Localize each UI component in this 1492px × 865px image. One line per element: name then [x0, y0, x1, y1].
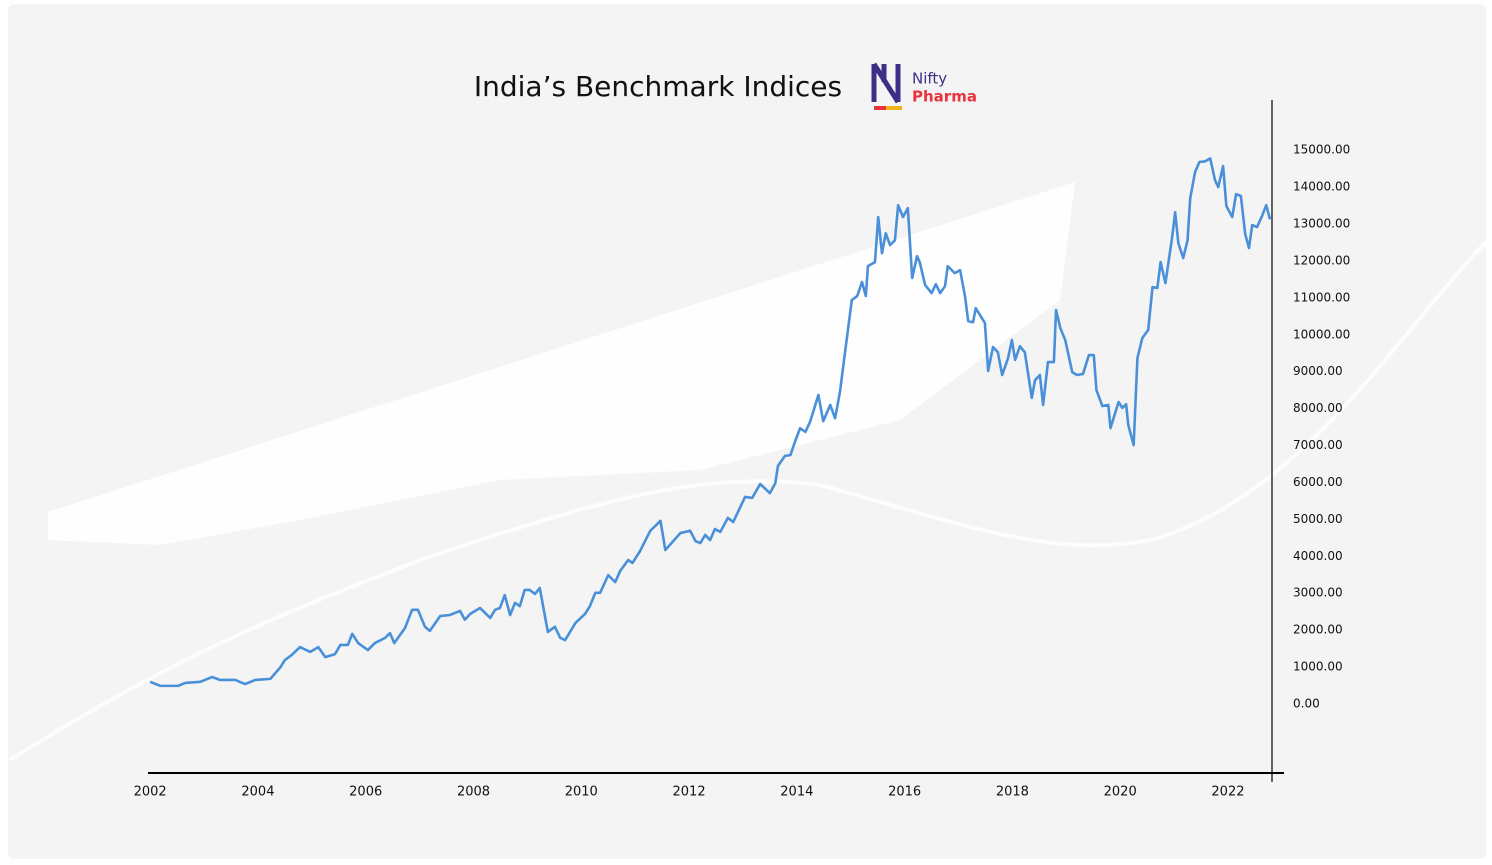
logo-bar	[874, 106, 886, 110]
x-tick-label: 2004	[241, 785, 274, 800]
y-tick-label: 10000.00	[1293, 327, 1350, 341]
y-tick-label: 12000.00	[1293, 253, 1350, 267]
y-tick-label: 2000.00	[1293, 623, 1343, 637]
y-tick-label: 15000.00	[1293, 143, 1350, 157]
logo-text: Pharma	[912, 88, 977, 106]
x-tick-label: 2016	[888, 785, 921, 800]
y-tick-label: 13000.00	[1293, 217, 1350, 231]
x-tick-label: 2018	[996, 785, 1029, 800]
y-tick-label: 4000.00	[1293, 549, 1343, 563]
y-tick-label: 0.00	[1293, 696, 1320, 710]
y-tick-label: 3000.00	[1293, 586, 1343, 600]
x-tick-label: 2010	[565, 785, 598, 800]
y-tick-label: 1000.00	[1293, 660, 1343, 674]
background-art	[8, 238, 1490, 762]
y-tick-label: 11000.00	[1293, 290, 1350, 304]
x-tick-label: 2008	[457, 785, 490, 800]
x-tick-label: 2020	[1104, 785, 1137, 800]
data-line	[149, 157, 1272, 688]
logo-text: Nifty	[912, 70, 947, 88]
x-tick-label: 2014	[780, 785, 813, 800]
logo: Nifty Pharma	[871, 62, 977, 110]
y-tick-label: 8000.00	[1293, 401, 1343, 415]
background-art	[48, 182, 1075, 545]
y-tick-label: 14000.00	[1293, 180, 1350, 194]
y-tick-label: 6000.00	[1293, 475, 1343, 489]
logo-icon	[871, 62, 901, 104]
y-tick-label: 7000.00	[1293, 438, 1343, 452]
x-tick-label: 2012	[673, 785, 706, 800]
x-tick-label: 2006	[349, 785, 382, 800]
x-tick-label: 2022	[1211, 785, 1244, 800]
chart-title: India’s Benchmark Indices	[474, 70, 842, 103]
logo-bar	[886, 106, 902, 110]
y-tick-label: 5000.00	[1293, 512, 1343, 526]
x-tick-label: 2002	[134, 785, 167, 800]
y-tick-label: 9000.00	[1293, 364, 1343, 378]
